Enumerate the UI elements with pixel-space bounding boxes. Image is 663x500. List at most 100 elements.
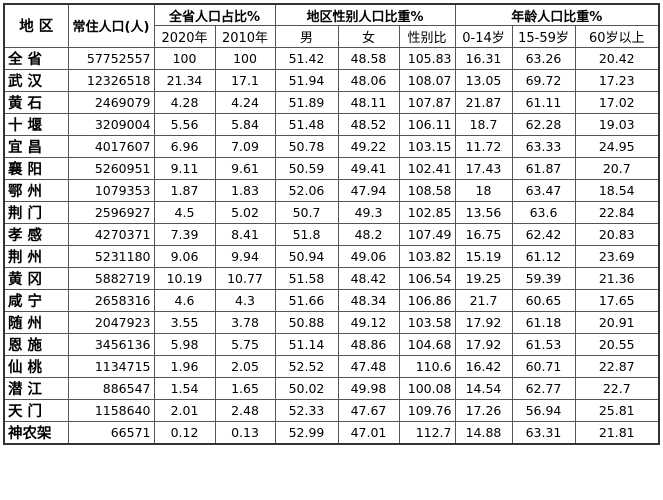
cell-age-60-plus: 24.95 bbox=[574, 134, 660, 158]
cell-age-15-59: 61.53 bbox=[511, 332, 576, 356]
cell-age-15-59: 63.6 bbox=[511, 200, 576, 224]
cell-region: 全 省 bbox=[3, 46, 69, 70]
cell-share-2020: 2.01 bbox=[153, 398, 216, 422]
header-region: 地 区 bbox=[3, 3, 69, 48]
cell-female: 47.94 bbox=[337, 178, 400, 202]
cell-age-60-plus: 22.87 bbox=[574, 354, 660, 378]
cell-share-2010: 9.61 bbox=[214, 156, 276, 180]
cell-sex-ratio: 103.15 bbox=[398, 134, 456, 158]
header-sex-group: 地区性别人口比重% bbox=[274, 3, 456, 27]
cell-region: 天 门 bbox=[3, 398, 69, 422]
cell-sex-ratio: 107.87 bbox=[398, 90, 456, 114]
cell-sex-ratio: 100.08 bbox=[398, 376, 456, 400]
table-row: 咸 宁 2658316 4.6 4.3 51.66 48.34 106.86 21.7 60.6… bbox=[3, 288, 660, 312]
cell-age-60-plus: 20.42 bbox=[574, 46, 660, 70]
cell-region: 襄 阳 bbox=[3, 156, 69, 180]
cell-share-2010: 3.78 bbox=[214, 310, 276, 334]
cell-age-15-59: 59.39 bbox=[511, 266, 576, 290]
cell-male: 52.99 bbox=[274, 420, 339, 445]
cell-region: 咸 宁 bbox=[3, 288, 69, 312]
table-row: 鄂 州 1079353 1.87 1.83 52.06 47.94 108.58 18 63.4… bbox=[3, 178, 660, 202]
cell-share-2010: 8.41 bbox=[214, 222, 276, 246]
cell-sex-ratio: 106.54 bbox=[398, 266, 456, 290]
cell-age-60-plus: 22.84 bbox=[574, 200, 660, 224]
cell-age-15-59: 61.87 bbox=[511, 156, 576, 180]
cell-age-60-plus: 21.36 bbox=[574, 266, 660, 290]
cell-female: 49.06 bbox=[337, 244, 400, 268]
cell-population: 2658316 bbox=[67, 288, 155, 312]
cell-share-2020: 3.55 bbox=[153, 310, 216, 334]
header-male: 男 bbox=[274, 25, 339, 48]
table-row: 仙 桃 1134715 1.96 2.05 52.52 47.48 110.6 16.42 60… bbox=[3, 354, 660, 378]
cell-sex-ratio: 103.58 bbox=[398, 310, 456, 334]
cell-sex-ratio: 104.68 bbox=[398, 332, 456, 356]
cell-female: 49.22 bbox=[337, 134, 400, 158]
cell-sex-ratio: 108.07 bbox=[398, 68, 456, 92]
cell-population: 2047923 bbox=[67, 310, 155, 334]
cell-age-0-14: 13.56 bbox=[454, 200, 513, 224]
cell-sex-ratio: 110.6 bbox=[398, 354, 456, 378]
cell-sex-ratio: 102.85 bbox=[398, 200, 456, 224]
cell-population: 5260951 bbox=[67, 156, 155, 180]
cell-male: 52.52 bbox=[274, 354, 339, 378]
cell-age-60-plus: 22.7 bbox=[574, 376, 660, 400]
cell-population: 5882719 bbox=[67, 266, 155, 290]
cell-sex-ratio: 107.49 bbox=[398, 222, 456, 246]
cell-share-2020: 9.11 bbox=[153, 156, 216, 180]
cell-share-2020: 100 bbox=[153, 46, 216, 70]
cell-sex-ratio: 108.58 bbox=[398, 178, 456, 202]
table-body: 全 省 57752557 100 100 51.42 48.58 105.83 16.31 63… bbox=[3, 46, 660, 445]
cell-age-0-14: 14.88 bbox=[454, 420, 513, 445]
cell-male: 50.59 bbox=[274, 156, 339, 180]
cell-population: 4017607 bbox=[67, 134, 155, 158]
header-age-15-59: 15-59岁 bbox=[511, 25, 576, 48]
cell-age-15-59: 61.18 bbox=[511, 310, 576, 334]
header-row-top: 地 区 常住人口(人) 全省人口占比% 地区性别人口比重% 年龄人口比重% bbox=[3, 3, 660, 48]
header-share-2020: 2020年 bbox=[153, 25, 216, 48]
cell-share-2020: 6.96 bbox=[153, 134, 216, 158]
cell-age-0-14: 17.43 bbox=[454, 156, 513, 180]
cell-population: 2596927 bbox=[67, 200, 155, 224]
table-row: 天 门 1158640 2.01 2.48 52.33 47.67 109.76 17.26 5… bbox=[3, 398, 660, 422]
cell-male: 52.06 bbox=[274, 178, 339, 202]
cell-female: 48.86 bbox=[337, 332, 400, 356]
table-row: 宜 昌 4017607 6.96 7.09 50.78 49.22 103.15 11.72 6… bbox=[3, 134, 660, 158]
cell-age-0-14: 18.7 bbox=[454, 112, 513, 136]
cell-age-60-plus: 20.91 bbox=[574, 310, 660, 334]
cell-share-2020: 0.12 bbox=[153, 420, 216, 445]
table-row: 恩 施 3456136 5.98 5.75 51.14 48.86 104.68 17.92 6… bbox=[3, 332, 660, 356]
table-row: 潜 江 886547 1.54 1.65 50.02 49.98 100.08 14.54 62… bbox=[3, 376, 660, 400]
cell-age-60-plus: 19.03 bbox=[574, 112, 660, 136]
cell-male: 51.42 bbox=[274, 46, 339, 70]
cell-age-15-59: 61.12 bbox=[511, 244, 576, 268]
table-row: 荆 州 5231180 9.06 9.94 50.94 49.06 103.82 15.19 6… bbox=[3, 244, 660, 268]
cell-region: 潜 江 bbox=[3, 376, 69, 400]
cell-share-2020: 5.56 bbox=[153, 112, 216, 136]
cell-age-15-59: 69.72 bbox=[511, 68, 576, 92]
header-age-60-plus: 60岁以上 bbox=[574, 25, 660, 48]
cell-sex-ratio: 109.76 bbox=[398, 398, 456, 422]
cell-population: 1079353 bbox=[67, 178, 155, 202]
cell-female: 48.42 bbox=[337, 266, 400, 290]
cell-female: 48.06 bbox=[337, 68, 400, 92]
header-female: 女 bbox=[337, 25, 400, 48]
cell-male: 51.58 bbox=[274, 266, 339, 290]
cell-sex-ratio: 105.83 bbox=[398, 46, 456, 70]
cell-share-2020: 5.98 bbox=[153, 332, 216, 356]
cell-share-2010: 10.77 bbox=[214, 266, 276, 290]
cell-region: 鄂 州 bbox=[3, 178, 69, 202]
cell-sex-ratio: 102.41 bbox=[398, 156, 456, 180]
cell-share-2010: 4.24 bbox=[214, 90, 276, 114]
cell-age-15-59: 60.65 bbox=[511, 288, 576, 312]
cell-female: 49.12 bbox=[337, 310, 400, 334]
cell-age-15-59: 56.94 bbox=[511, 398, 576, 422]
cell-male: 52.33 bbox=[274, 398, 339, 422]
cell-share-2010: 4.3 bbox=[214, 288, 276, 312]
header-share-2010: 2010年 bbox=[214, 25, 276, 48]
cell-region: 荆 州 bbox=[3, 244, 69, 268]
cell-age-0-14: 17.92 bbox=[454, 310, 513, 334]
cell-age-60-plus: 20.7 bbox=[574, 156, 660, 180]
cell-share-2020: 1.54 bbox=[153, 376, 216, 400]
cell-male: 51.89 bbox=[274, 90, 339, 114]
cell-age-15-59: 62.42 bbox=[511, 222, 576, 246]
